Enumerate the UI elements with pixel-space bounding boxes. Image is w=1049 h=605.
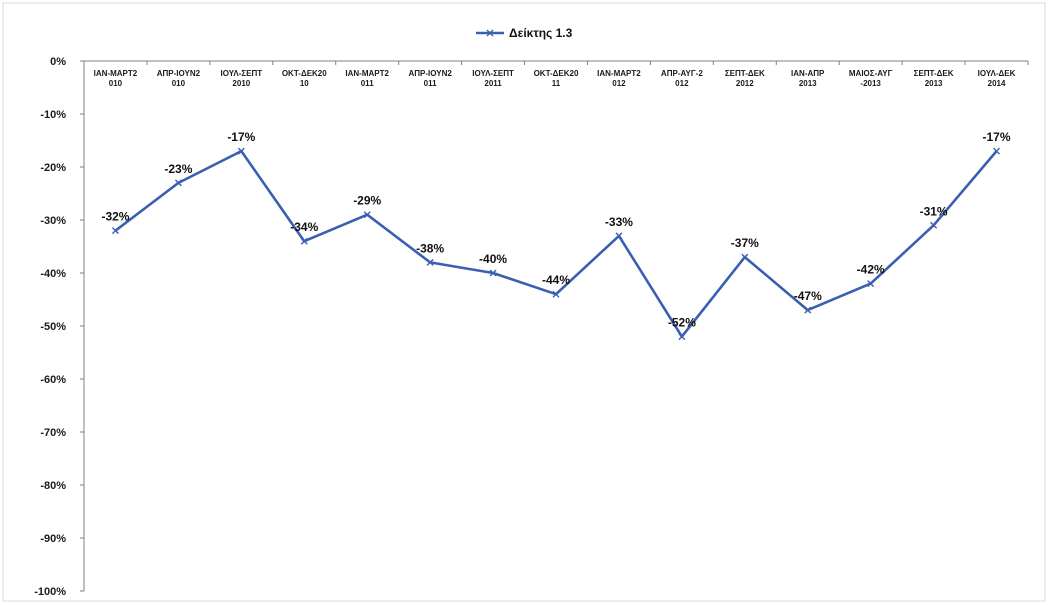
data-label: -42% (857, 263, 885, 277)
x-category-label: ΙΑΝ-ΜΑΡΤ2 012 (597, 69, 641, 88)
data-point-marker (741, 253, 749, 261)
data-point-marker (174, 179, 182, 187)
data-label: -44% (542, 273, 570, 287)
data-labels: -32% -23% -17% -34% -29% -38% -40% -44% -33% -52%… (101, 130, 1010, 330)
data-label: -17% (227, 130, 255, 144)
data-label: -40% (479, 252, 507, 266)
data-point-marker (426, 258, 434, 266)
y-axis-ticks: 0% -10% -20% -30% -40% -50% -60% -70% -80% -90% -1… (34, 56, 84, 598)
data-point-marker (930, 221, 938, 229)
legend-marker-swatch (486, 29, 494, 37)
data-point-marker (867, 280, 875, 288)
data-point-marker (615, 232, 623, 240)
data-label: -47% (794, 289, 822, 303)
x-category-label: ΣΕΠΤ-ΔΕΚ 2013 (914, 69, 954, 88)
legend: Δείκτης 1.3 (476, 26, 573, 40)
x-category-label: ΙΟΥΛ-ΔΕΚ 2014 (978, 69, 1016, 88)
x-category-label: ΣΕΠΤ-ΔΕΚ 2012 (725, 69, 765, 88)
x-category-label: ΑΠΡ-ΙΟΥΝ2 010 (157, 69, 201, 88)
y-tick-label: -60% (40, 374, 66, 386)
data-label: -32% (101, 210, 129, 224)
x-category-label: ΙΑΝ-ΜΑΡΤ2 011 (345, 69, 389, 88)
x-category-label: ΙΑΝ-ΑΠΡ 2013 (791, 69, 825, 88)
y-tick-label: -100% (34, 586, 66, 598)
y-tick-label: -40% (40, 268, 66, 280)
y-tick-label: -70% (40, 427, 66, 439)
y-tick-label: -50% (40, 321, 66, 333)
x-category-label: ΙΑΝ-ΜΑΡΤ2 010 (94, 69, 138, 88)
data-label: -52% (668, 316, 696, 330)
data-point-marker (804, 306, 812, 314)
x-category-label: ΙΟΥΛ-ΣΕΠΤ 2011 (472, 69, 514, 88)
y-tick-label: -10% (40, 109, 66, 121)
data-point-marker (993, 147, 1001, 155)
x-category-label: ΑΠΡ-ΑΥΓ-2 012 (661, 69, 703, 88)
y-tick-label: -90% (40, 533, 66, 545)
data-point-marker (237, 147, 245, 155)
y-tick-label: 0% (50, 56, 66, 68)
data-label: -38% (416, 241, 444, 255)
y-tick-label: -30% (40, 215, 66, 227)
axes (83, 60, 1028, 591)
y-tick-label: -20% (40, 162, 66, 174)
data-label: -31% (920, 204, 948, 218)
legend-label: Δείκτης 1.3 (509, 26, 573, 40)
y-tick-label: -80% (40, 480, 66, 492)
data-label: -17% (983, 130, 1011, 144)
data-label: -29% (353, 194, 381, 208)
data-label: -34% (290, 220, 318, 234)
data-point-marker (678, 333, 686, 341)
x-category-label: ΙΟΥΛ-ΣΕΠΤ 2010 (221, 69, 263, 88)
x-category-label: ΜΑΙΟΣ-ΑΥΓ -2013 (849, 69, 893, 88)
data-label: -33% (605, 215, 633, 229)
series-line (114, 149, 998, 338)
data-point-marker (489, 269, 497, 277)
x-category-label: ΟΚΤ-ΔΕΚ20 10 (282, 69, 327, 88)
data-point-marker (300, 237, 308, 245)
data-point-marker (552, 290, 560, 298)
data-label: -37% (731, 236, 759, 250)
data-point-marker (363, 211, 371, 219)
x-axis-ticks: ΙΑΝ-ΜΑΡΤ2 010 ΑΠΡ-ΙΟΥΝ2 010 ΙΟΥΛ-ΣΕΠΤ 2010 ΟΚΤ… (94, 61, 1029, 88)
series-layer (111, 147, 1001, 341)
x-category-label: ΟΚΤ-ΔΕΚ20 11 (534, 69, 579, 88)
data-point-marker (111, 227, 119, 235)
data-label: -23% (164, 162, 192, 176)
x-category-label: ΑΠΡ-ΙΟΥΝ2 011 (408, 69, 452, 88)
